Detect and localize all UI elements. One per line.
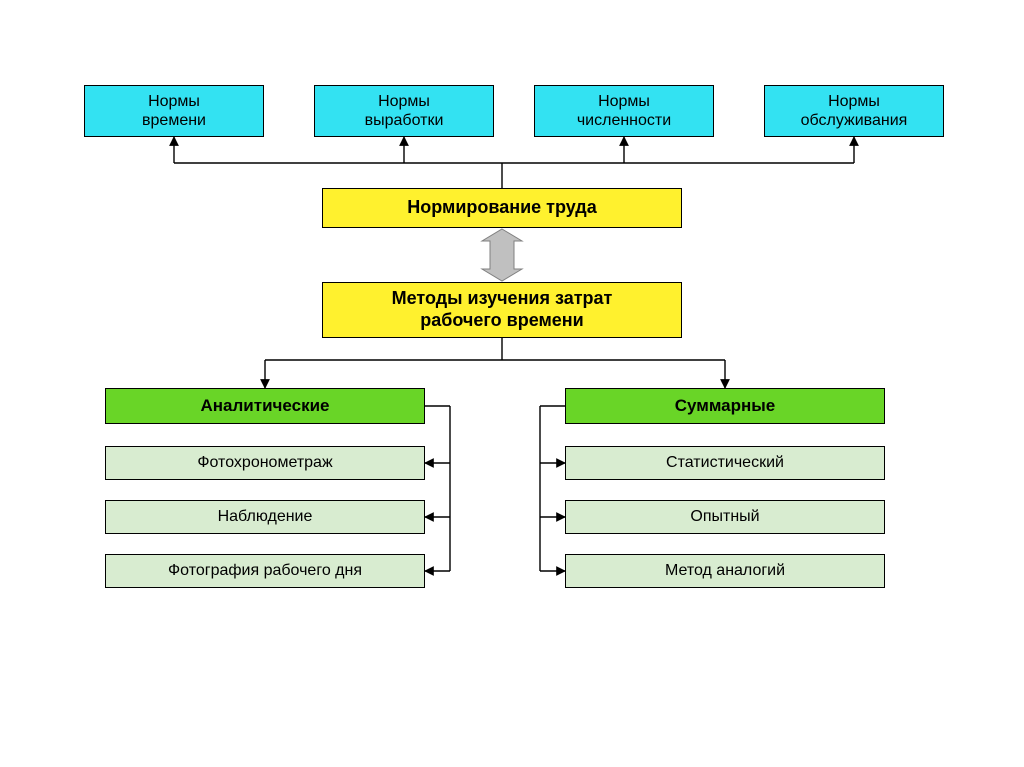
node-label: Опытный bbox=[684, 505, 765, 528]
node-label: Наблюдение bbox=[212, 505, 319, 528]
node-n_methods: Методы изучения затратрабочего времени bbox=[322, 282, 682, 338]
node-label: Нормирование труда bbox=[401, 195, 602, 221]
node-n_output: Нормывыработки bbox=[314, 85, 494, 137]
node-label: Суммарные bbox=[669, 394, 782, 418]
node-label: Нормыобслуживания bbox=[795, 90, 914, 132]
node-label: Фотохронометраж bbox=[191, 451, 338, 474]
node-label: Метод аналогий bbox=[659, 559, 791, 582]
node-label: Аналитические bbox=[195, 394, 336, 418]
node-n_anal: Аналитические bbox=[105, 388, 425, 424]
node-label: Нормывремени bbox=[136, 90, 212, 132]
node-n_exp: Опытный bbox=[565, 500, 885, 534]
node-label: Фотография рабочего дня bbox=[162, 559, 368, 582]
node-n_photo: Фотохронометраж bbox=[105, 446, 425, 480]
node-n_serv: Нормыобслуживания bbox=[764, 85, 944, 137]
node-n_count: Нормычисленности bbox=[534, 85, 714, 137]
node-n_stat: Статистический bbox=[565, 446, 885, 480]
node-n_obs: Наблюдение bbox=[105, 500, 425, 534]
node-n_time: Нормывремени bbox=[84, 85, 264, 137]
node-n_main: Нормирование труда bbox=[322, 188, 682, 228]
diagram-stage: Нормывремени Нормывыработки Нормычисленнос… bbox=[0, 0, 1024, 767]
node-n_summ: Суммарные bbox=[565, 388, 885, 424]
node-label: Нормычисленности bbox=[571, 90, 677, 132]
node-label: Методы изучения затратрабочего времени bbox=[386, 286, 619, 333]
node-label: Статистический bbox=[660, 451, 790, 474]
node-label: Нормывыработки bbox=[359, 90, 450, 132]
node-n_daypic: Фотография рабочего дня bbox=[105, 554, 425, 588]
node-n_analog: Метод аналогий bbox=[565, 554, 885, 588]
